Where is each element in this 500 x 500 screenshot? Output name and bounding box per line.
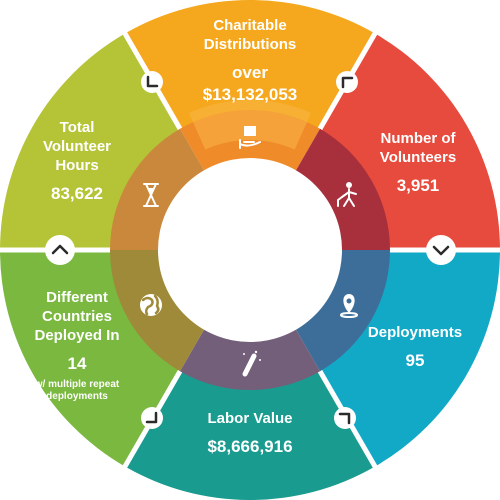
chevron-up-left-icon[interactable] <box>141 407 163 429</box>
segment-text: Labor Value <box>207 410 292 427</box>
location-pin-icon <box>340 294 358 318</box>
label-hours: Total Volunteer Hours 83,622 <box>43 119 111 203</box>
label-charitable: Charitable Distributions over $13,132,053 <box>203 17 298 104</box>
segment-labels: Charitable Distributions over $13,132,053 Nu… <box>34 17 462 456</box>
hourglass-icon <box>143 183 159 207</box>
label-labor: Labor Value $8,666,916 <box>207 410 292 456</box>
segment-text: $8,666,916 <box>207 437 292 456</box>
chevron-down-left-icon[interactable] <box>141 71 163 93</box>
chevron-down-left-icon[interactable] <box>334 407 356 429</box>
chevron-down-icon[interactable] <box>426 235 456 265</box>
chevron-up-icon[interactable] <box>45 235 75 265</box>
segment-text: $13,132,053 <box>203 85 298 104</box>
segment-text: Deployments <box>368 324 462 341</box>
label-deployments: Deployments 95 <box>368 324 462 370</box>
segment-text: 95 <box>406 351 425 370</box>
segment-text: Volunteers <box>380 149 456 166</box>
segment-text: Number of <box>381 130 457 147</box>
segment-text: Deployed In <box>34 327 119 344</box>
center-hole <box>158 158 342 342</box>
segment-text: over <box>232 63 268 82</box>
segment-text: Hours <box>55 157 98 174</box>
segment-text: Different <box>46 289 108 306</box>
segment-text: w/ multiple repeat <box>34 379 120 390</box>
segment-text: Charitable <box>213 17 286 34</box>
segment-text: 83,622 <box>51 184 103 203</box>
segment-text: deployments <box>46 391 108 402</box>
segment-text: Total <box>60 119 95 136</box>
chevron-down-right-icon[interactable] <box>336 71 358 93</box>
segment-text: Countries <box>42 308 112 325</box>
label-volunteers: Number of Volunteers 3,951 <box>380 130 457 195</box>
segment-text: 3,951 <box>397 176 440 195</box>
ring-highlight <box>188 99 312 150</box>
segment-icons <box>140 126 358 377</box>
globe-icon <box>140 294 162 316</box>
segment-text: Distributions <box>204 36 297 53</box>
volunteer-person-icon <box>337 182 357 207</box>
segment-text: 14 <box>68 354 87 373</box>
segment-arrows <box>45 71 456 429</box>
segment-text: Volunteer <box>43 138 111 155</box>
wrench-sparkle-icon <box>242 350 261 377</box>
gift-hand-icon <box>239 126 261 149</box>
label-countries: Different Countries Deployed In 14 w/ multip… <box>34 289 120 402</box>
